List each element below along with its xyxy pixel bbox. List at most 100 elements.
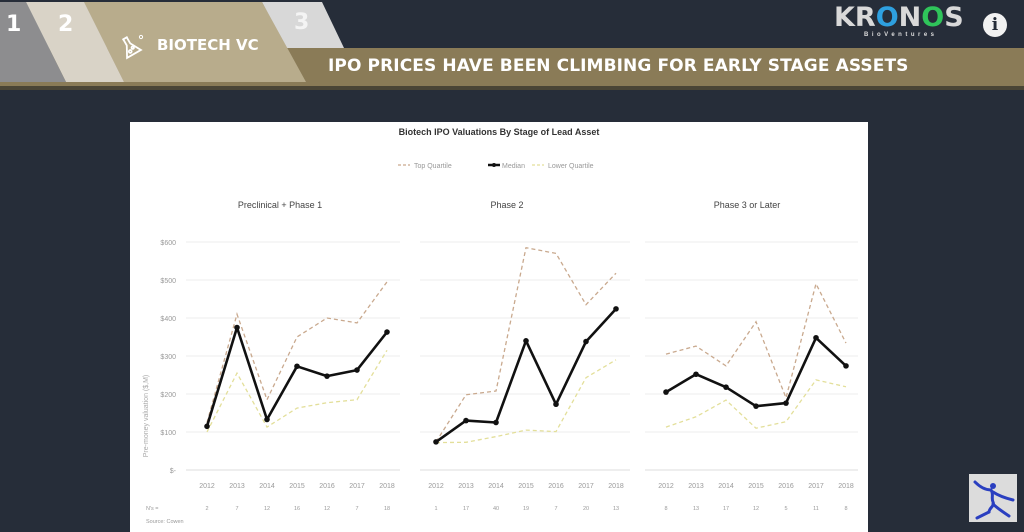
y-axis-label: Pre-money valuation ($,M) — [143, 375, 150, 457]
dancer-icon — [973, 480, 1015, 520]
median-point — [234, 324, 240, 331]
median-point — [813, 334, 819, 341]
n-count: 8 — [664, 506, 667, 512]
lower-quartile-line — [206, 349, 388, 433]
x-tick-label: 2017 — [808, 483, 824, 490]
n-count: 12 — [264, 506, 270, 512]
y-tick-label: $100 — [160, 430, 176, 437]
step-tab-3[interactable] — [262, 2, 344, 48]
median-point — [843, 363, 849, 369]
flask-icon-front — [121, 34, 144, 60]
n-count: 18 — [384, 506, 390, 512]
step-2-label-front: 2 — [58, 12, 74, 37]
x-tick-label: 2016 — [548, 483, 564, 490]
x-tick-label: 2018 — [608, 483, 624, 490]
x-tick-label: 2012 — [199, 483, 215, 490]
x-tick-label: 2016 — [319, 483, 335, 490]
x-tick-label: 2013 — [458, 483, 474, 490]
n-count: 8 — [844, 506, 847, 512]
n-count: 17 — [463, 506, 469, 512]
n-count: 12 — [324, 506, 330, 512]
legend-label: Median — [502, 163, 525, 170]
info-icon[interactable]: i — [983, 13, 1007, 37]
n-count: 2 — [205, 506, 208, 512]
dancer-logo[interactable] — [969, 474, 1017, 522]
median-point — [693, 371, 699, 378]
median-point — [324, 373, 330, 379]
chart-title: Biotech IPO Valuations By Stage of Lead … — [399, 127, 600, 137]
y-tick-label: $200 — [160, 392, 176, 399]
median-point — [613, 306, 619, 312]
logo-subtitle: BioVentures — [864, 32, 938, 38]
median-point — [493, 419, 499, 426]
y-tick-label: $300 — [160, 354, 176, 361]
logo-part: S — [944, 2, 964, 33]
step-3-label: 3 — [294, 10, 310, 35]
slide-title: IPO PRICES HAVE BEEN CLIMBING FOR EARLY … — [328, 56, 909, 76]
median-point — [354, 367, 360, 373]
x-tick-label: 2016 — [778, 483, 794, 490]
section-label-front: BIOTECH VC — [157, 36, 259, 54]
x-tick-label: 2014 — [488, 483, 504, 490]
top-quartile-line — [665, 281, 847, 400]
median-line — [435, 308, 617, 443]
median-point — [384, 329, 390, 335]
kronos-logo[interactable]: KRONOS BioVentures — [834, 4, 964, 39]
n-count: 7 — [235, 506, 238, 512]
median-line — [665, 336, 847, 408]
x-tick-label: 2014 — [259, 483, 275, 490]
n-count: 1 — [434, 506, 437, 512]
x-tick-label: 2017 — [349, 483, 365, 490]
n-count: 40 — [493, 506, 499, 512]
y-tick-label: $500 — [160, 278, 176, 285]
subplot-title: Phase 3 or Later — [714, 200, 781, 210]
n-count: 16 — [294, 506, 300, 512]
median-point — [753, 403, 759, 409]
tab-overlay — [0, 2, 306, 82]
y-tick-label: $600 — [160, 240, 176, 247]
median-line — [205, 326, 389, 427]
x-tick-label: 2013 — [688, 483, 704, 490]
lower-quartile-line — [665, 379, 847, 429]
n-count: 11 — [813, 506, 819, 512]
median-point — [783, 400, 789, 406]
median-point — [553, 401, 559, 408]
chart-svg: Biotech IPO Valuations By Stage of Lead … — [143, 127, 858, 525]
x-tick-label: 2018 — [379, 483, 395, 490]
logo-part: O — [921, 2, 945, 33]
top-quartile-line — [206, 281, 388, 423]
logo-part: N — [898, 2, 922, 33]
median-point — [723, 384, 729, 390]
logo-word: KRONOS — [834, 4, 964, 32]
n-count: 13 — [693, 506, 699, 512]
step-1-label-front: 1 — [6, 12, 22, 37]
median-point — [523, 338, 529, 344]
median-point — [264, 416, 270, 423]
x-tick-label: 2017 — [578, 483, 594, 490]
x-tick-label: 2015 — [518, 483, 534, 490]
x-tick-label: 2018 — [838, 483, 854, 490]
n-count: 12 — [753, 506, 759, 512]
logo-part: O — [875, 2, 899, 33]
n-label: N's = — [146, 506, 159, 512]
median-point — [463, 417, 469, 424]
median-point — [433, 439, 439, 445]
n-count: 20 — [583, 506, 589, 512]
n-count: 7 — [355, 506, 358, 512]
x-tick-label: 2012 — [428, 483, 444, 490]
n-count: 19 — [523, 506, 529, 512]
logo-part: KR — [834, 2, 876, 33]
n-count: 7 — [554, 506, 557, 512]
y-tick-label: $400 — [160, 316, 176, 323]
x-tick-label: 2012 — [658, 483, 674, 490]
legend-label: Lower Quartile — [548, 163, 594, 170]
n-count: 17 — [723, 506, 729, 512]
n-count: 13 — [613, 506, 619, 512]
n-count: 5 — [784, 506, 787, 512]
median-point — [583, 338, 589, 345]
top-quartile-line — [435, 246, 617, 443]
chart-panel: Biotech IPO Valuations By Stage of Lead … — [130, 122, 868, 532]
legend-label: Top Quartile — [414, 163, 452, 170]
x-tick-label: 2015 — [289, 483, 305, 490]
source-note: Source: Cowen — [146, 519, 184, 525]
